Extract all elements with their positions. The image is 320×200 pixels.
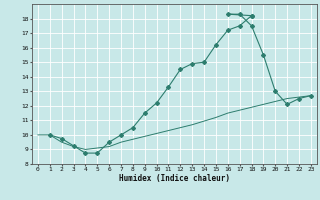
X-axis label: Humidex (Indice chaleur): Humidex (Indice chaleur) bbox=[119, 174, 230, 183]
